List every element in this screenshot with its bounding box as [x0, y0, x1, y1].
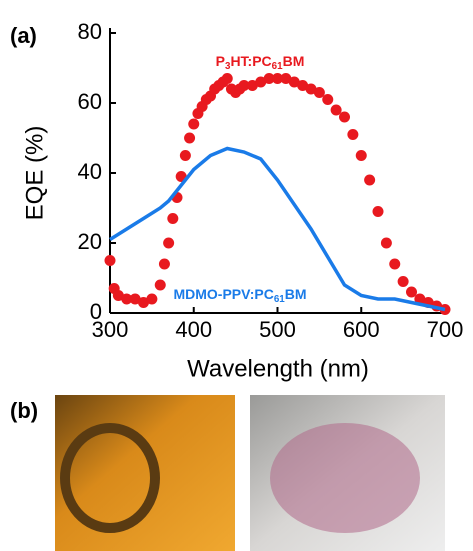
- x-tick-label: 500: [259, 317, 296, 342]
- panel-label: (b): [10, 398, 38, 423]
- data-point: [163, 237, 175, 249]
- data-point: [238, 80, 250, 91]
- photo-detail: [270, 423, 420, 533]
- photo-detail: [60, 423, 160, 533]
- data-point: [104, 255, 116, 266]
- data-point: [297, 80, 309, 91]
- data-point: [179, 150, 191, 161]
- data-point: [347, 129, 359, 140]
- data-line: [109, 146, 446, 312]
- data-point: [188, 118, 200, 130]
- data-point: [221, 73, 233, 84]
- data-point: [112, 290, 124, 301]
- data-point: [184, 132, 196, 144]
- data-point: [355, 150, 367, 161]
- data-point: [272, 73, 283, 84]
- data-point: [121, 293, 133, 305]
- data-point: [146, 293, 158, 305]
- y-tick-label: 60: [78, 89, 102, 114]
- y-tick-label: 20: [78, 229, 102, 254]
- y-tick-label: 0: [90, 299, 102, 324]
- x-tick-label: 700: [427, 317, 464, 342]
- y-axis-title: EQE (%): [21, 126, 48, 221]
- data-point: [389, 258, 401, 270]
- data-point: [288, 76, 300, 88]
- data-point: [372, 206, 384, 217]
- data-point: [154, 279, 166, 291]
- data-point: [167, 213, 179, 224]
- series-label: P3HT:PC61BM: [216, 53, 305, 72]
- data-point: [406, 286, 417, 298]
- data-point: [138, 297, 149, 308]
- panel-label: (a): [10, 23, 37, 48]
- photo: [55, 395, 235, 551]
- data-point: [129, 293, 141, 305]
- y-tick-label: 80: [78, 19, 102, 44]
- data-point: [397, 276, 409, 287]
- data-point: [364, 174, 376, 186]
- data-point: [322, 94, 334, 105]
- data-point: [414, 293, 426, 305]
- data-point: [246, 80, 258, 91]
- y-tick-label: 40: [78, 159, 102, 184]
- x-tick-label: 400: [175, 317, 212, 342]
- data-point: [263, 73, 275, 84]
- x-axis-title: Wavelength (nm): [187, 355, 369, 382]
- x-tick-label: 300: [92, 317, 129, 342]
- data-point: [330, 104, 342, 116]
- data-point: [305, 83, 317, 95]
- series-label: MDMO-PPV:PC61BM: [173, 286, 306, 305]
- data-point: [280, 73, 292, 84]
- data-point: [255, 76, 267, 88]
- data-point: [380, 237, 392, 249]
- data-point: [158, 258, 170, 270]
- data-point: [313, 87, 325, 98]
- x-tick-label: 600: [343, 317, 380, 342]
- data-point: [339, 111, 350, 123]
